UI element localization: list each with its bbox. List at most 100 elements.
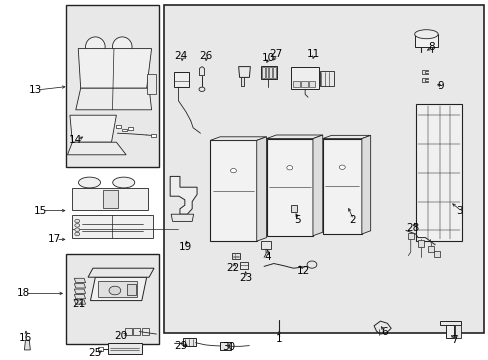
Bar [308, 81, 315, 87]
Polygon shape [76, 88, 151, 110]
Text: 4: 4 [264, 252, 271, 262]
Bar [290, 67, 319, 89]
Circle shape [339, 165, 345, 169]
Polygon shape [74, 284, 85, 288]
Text: 8: 8 [427, 42, 434, 52]
Bar [415, 104, 461, 241]
Polygon shape [72, 188, 148, 210]
Bar [454, 325, 460, 338]
Bar [98, 281, 137, 297]
Text: 16: 16 [19, 333, 32, 343]
Polygon shape [361, 135, 370, 234]
Text: 2: 2 [348, 215, 355, 225]
Polygon shape [72, 215, 153, 238]
Bar [150, 134, 155, 137]
Text: 1: 1 [275, 334, 282, 344]
Bar [433, 251, 439, 257]
Text: 30: 30 [222, 342, 235, 352]
Polygon shape [170, 176, 197, 214]
Text: 13: 13 [28, 85, 42, 95]
Polygon shape [74, 300, 85, 304]
Circle shape [75, 232, 80, 236]
Bar [417, 240, 423, 247]
Polygon shape [74, 294, 85, 299]
Circle shape [75, 224, 80, 227]
Bar [98, 347, 102, 351]
Text: 7: 7 [450, 335, 457, 345]
Text: 12: 12 [296, 266, 309, 276]
Bar [107, 343, 142, 354]
Bar [293, 81, 299, 87]
Bar [261, 67, 264, 78]
Polygon shape [90, 277, 146, 301]
Bar [122, 129, 127, 131]
Polygon shape [266, 135, 322, 139]
Polygon shape [171, 214, 193, 221]
Text: 9: 9 [437, 81, 444, 91]
Bar [269, 67, 272, 78]
Polygon shape [322, 135, 370, 139]
Text: 6: 6 [380, 327, 387, 337]
Circle shape [75, 219, 80, 223]
Bar [220, 342, 230, 350]
Ellipse shape [112, 177, 134, 188]
Ellipse shape [78, 177, 101, 188]
Text: 10: 10 [261, 53, 274, 63]
Polygon shape [210, 140, 256, 241]
Text: 24: 24 [174, 51, 187, 61]
Bar [173, 72, 189, 87]
Bar [66, 5, 159, 167]
Bar [439, 321, 460, 325]
Text: 26: 26 [198, 51, 212, 61]
Bar [407, 233, 413, 239]
Polygon shape [238, 67, 250, 77]
Bar [273, 67, 276, 78]
Polygon shape [421, 70, 427, 74]
Polygon shape [74, 278, 85, 283]
Text: 27: 27 [269, 49, 283, 59]
Polygon shape [421, 78, 427, 82]
Bar [124, 328, 131, 335]
Bar [260, 66, 277, 79]
Bar [414, 34, 437, 47]
Bar [66, 254, 159, 344]
Ellipse shape [112, 37, 132, 57]
Polygon shape [88, 268, 154, 277]
Polygon shape [240, 77, 244, 86]
Bar [265, 67, 268, 78]
Text: 29: 29 [174, 341, 187, 351]
Bar [261, 241, 270, 249]
Polygon shape [146, 74, 156, 94]
Bar [103, 190, 118, 208]
Bar [163, 5, 483, 333]
Bar [133, 328, 140, 335]
Bar [320, 71, 333, 86]
Text: 3: 3 [455, 206, 462, 216]
Text: 18: 18 [17, 288, 30, 298]
Circle shape [306, 261, 316, 268]
Polygon shape [199, 67, 204, 76]
Bar [446, 321, 453, 338]
Text: 11: 11 [305, 49, 319, 59]
Polygon shape [24, 340, 30, 350]
Bar [183, 338, 195, 346]
Bar [116, 125, 121, 128]
Bar [231, 253, 239, 259]
Polygon shape [210, 137, 266, 140]
Text: 22: 22 [225, 263, 239, 273]
Text: 25: 25 [88, 348, 102, 358]
Text: 14: 14 [69, 135, 82, 145]
Circle shape [75, 228, 80, 231]
Polygon shape [78, 49, 151, 88]
Ellipse shape [85, 37, 105, 57]
Polygon shape [322, 139, 361, 234]
Text: 23: 23 [238, 273, 252, 283]
Bar [291, 205, 297, 212]
Circle shape [109, 286, 121, 295]
Polygon shape [67, 142, 126, 155]
Bar [239, 262, 248, 269]
Bar [128, 127, 133, 130]
Polygon shape [266, 139, 312, 236]
Polygon shape [256, 137, 266, 241]
Bar [301, 81, 307, 87]
